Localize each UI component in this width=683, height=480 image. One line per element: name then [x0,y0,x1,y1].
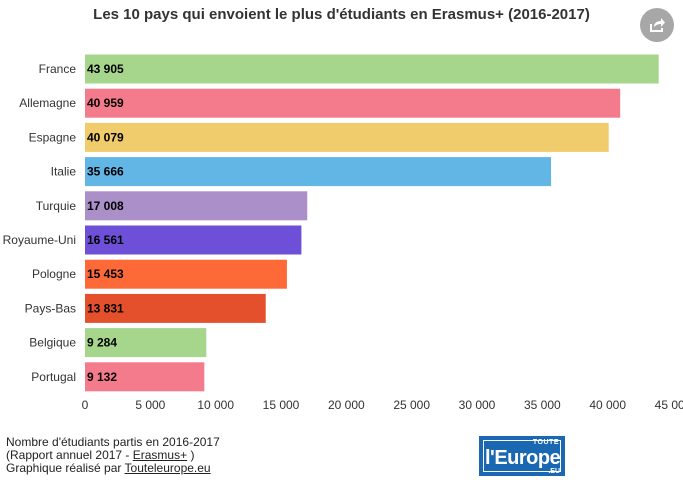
category-label: Royaume-Uni [3,233,76,247]
x-tick-label: 0 [82,398,89,412]
bar-pays-bas [85,293,266,323]
x-tick-label: 10 000 [197,398,234,412]
footnote: Nombre d'étudiants partis en 2016-2017 (… [6,436,220,475]
category-label: Pologne [32,267,76,281]
footnote-line-2: (Rapport annuel 2017 - Erasmus+ ) [6,448,195,462]
x-tick-label: 25 000 [393,398,430,412]
data-label: 15 453 [87,267,124,281]
bar-turquie [85,191,308,221]
logo-eu-text: .EU [548,468,560,475]
data-label: 40 959 [87,96,124,110]
bar-portugal [85,362,205,392]
x-tick-label: 5 000 [135,398,165,412]
data-label: 40 079 [87,130,124,144]
x-tick-label: 30 000 [459,398,496,412]
data-label: 13 831 [87,301,124,315]
touteleurope-link[interactable]: Touteleurope.eu [124,461,211,475]
category-label: Italie [51,165,77,179]
footnote-line-1: Nombre d'étudiants partis en 2016-2017 [6,435,220,449]
footnote-line-3: Graphique réalisé par Touteleurope.eu [6,461,211,475]
category-label: Turquie [36,199,77,213]
category-label: Portugal [31,370,76,384]
category-label: Belgique [29,336,76,350]
x-axis-ticks: 0 5 000 10 000 15 000 20 000 25 000 30 000 35 0… [82,398,683,412]
logo-frame [483,440,561,472]
share-icon [650,18,665,32]
category-label: France [39,62,77,76]
data-label: 16 561 [87,233,124,247]
bar-france [85,54,659,84]
bar-pologne [85,259,287,289]
category-label: Espagne [29,130,77,144]
x-tick-label: 20 000 [328,398,365,412]
data-label: 35 666 [87,165,124,179]
category-label: Allemagne [19,96,76,110]
bar-belgique [85,328,207,358]
bar-allemagne [85,88,621,118]
erasmus-link[interactable]: Erasmus+ [132,448,188,462]
toute-leurope-logo[interactable]: TOUTE l'Europe .EU [479,436,565,476]
bar-espagne [85,122,609,152]
logo-top-text: TOUTE [532,439,559,446]
share-button[interactable] [640,8,674,42]
x-tick-label: 35 000 [524,398,561,412]
bar-royaume-uni [85,225,302,255]
bars-layer [85,54,659,392]
bar-chart: France Allemagne Espagne Italie Turquie Royau… [3,54,683,412]
category-labels: France Allemagne Espagne Italie Turquie Royau… [3,62,77,384]
x-tick-label: 40 000 [589,398,626,412]
data-label: 9 132 [87,370,117,384]
data-label: 43 905 [87,62,124,76]
data-labels: 43 905 40 959 40 079 35 666 17 008 16 561 15 4… [87,62,124,384]
data-label: 9 284 [87,336,117,350]
x-tick-label: 45 000 [655,398,683,412]
bar-italie [85,157,552,187]
logo-main-text: l'Europe [485,447,561,469]
x-tick-label: 15 000 [263,398,300,412]
category-label: Pays-Bas [25,301,76,315]
data-label: 17 008 [87,199,124,213]
chart-title: Les 10 pays qui envoient le plus d'étudi… [93,6,590,23]
